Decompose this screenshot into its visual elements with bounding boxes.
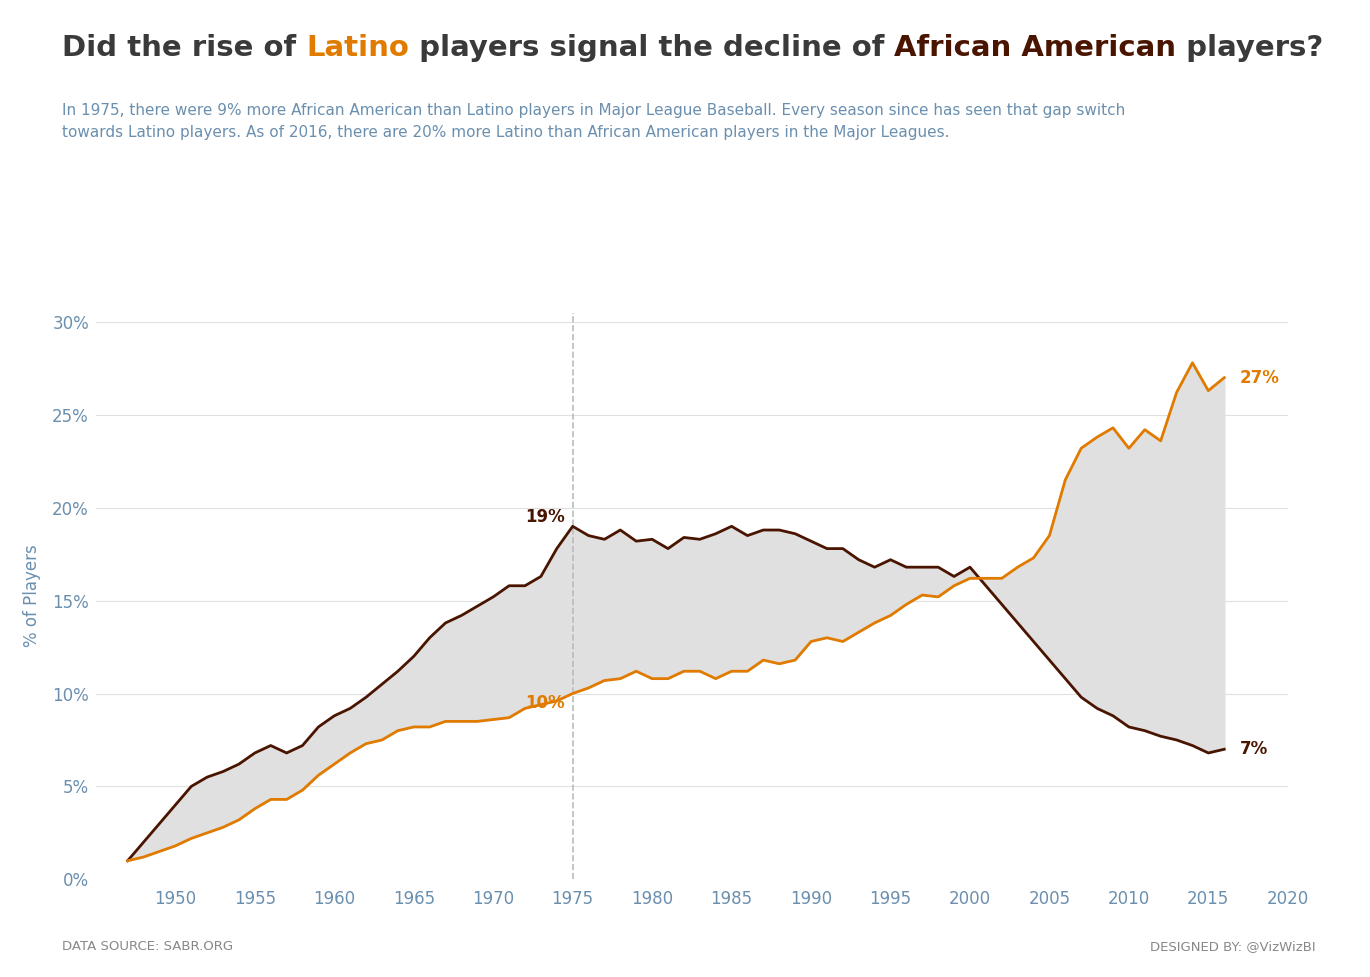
Text: players signal the decline of: players signal the decline of [408,34,895,63]
Text: 10%: 10% [525,694,564,711]
Text: 7%: 7% [1240,741,1269,758]
Text: DATA SOURCE: SABR.ORG: DATA SOURCE: SABR.ORG [62,940,233,953]
Text: Latino: Latino [306,34,408,63]
Y-axis label: % of Players: % of Players [23,544,41,648]
Text: Did the rise of: Did the rise of [62,34,306,63]
Text: African American: African American [895,34,1177,63]
Text: players?: players? [1177,34,1323,63]
Text: DESIGNED BY: @VizWizBI: DESIGNED BY: @VizWizBI [1149,940,1315,953]
Text: In 1975, there were 9% more African American than Latino players in Major League: In 1975, there were 9% more African Amer… [62,103,1125,140]
Text: 19%: 19% [525,508,564,527]
Text: 27%: 27% [1240,368,1280,387]
